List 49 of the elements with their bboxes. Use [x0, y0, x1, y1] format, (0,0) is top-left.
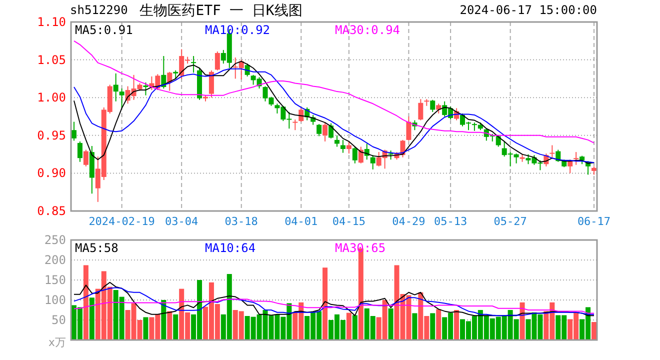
bar: [520, 302, 525, 340]
text: 2024-06-17 15:00:00: [460, 3, 597, 17]
chart-subtitle: sh512290: [70, 3, 128, 17]
bar: [412, 313, 418, 340]
y-tick-label: 200: [44, 253, 66, 267]
x-tick-label: 2024-02-19: [88, 215, 155, 228]
bar: [388, 308, 394, 340]
x-tick-label: 04-01: [284, 215, 318, 228]
y-tick-label: 1.00: [37, 90, 66, 105]
bar: [322, 268, 328, 340]
bar: [352, 315, 358, 340]
bar: [436, 309, 442, 340]
y-tick-label: 0.90: [37, 166, 66, 180]
y-tick-label: 1.10: [37, 15, 66, 29]
x-tick-label: 06-17: [577, 215, 611, 228]
text: MA30:65: [335, 241, 386, 255]
bar: [89, 298, 94, 340]
y-tick-label: 0.85: [37, 204, 66, 218]
text: MA5:0.91: [75, 23, 133, 37]
line-series: [73, 298, 595, 314]
x-tick-label: 05-27: [494, 215, 527, 228]
line-series: [73, 287, 595, 316]
bar: [167, 311, 172, 340]
chart-title: 生物医药ETF 一 日K线图: [140, 3, 302, 19]
y-tick-label: 250: [44, 233, 66, 247]
x-tick-label: 03-04: [165, 215, 199, 228]
bar: [83, 265, 88, 340]
text: MA30:0.94: [335, 23, 400, 37]
bar: [430, 313, 436, 340]
x-tick-label: 05-13: [434, 215, 468, 228]
x-tick-label: 03-18: [224, 215, 258, 228]
y-tick-label: 50: [52, 313, 66, 327]
bar: [173, 314, 178, 340]
bar: [454, 310, 460, 340]
bar: [592, 322, 597, 340]
y-tick-label: 100: [44, 293, 66, 307]
x-tick-label: 04-15: [332, 215, 366, 228]
y-tick-label: 150: [44, 273, 66, 287]
line-series: [73, 282, 595, 316]
bar: [161, 300, 166, 340]
x-tick-label: 04-29: [392, 215, 426, 228]
bar: [346, 312, 352, 340]
text: MA10:64: [205, 241, 256, 255]
y-tick-label: 0.95: [37, 128, 66, 142]
bar: [143, 317, 148, 340]
y-axis-title: x万: [48, 336, 66, 349]
y-tick-label: 1.05: [37, 52, 66, 67]
text: MA5:58: [75, 241, 118, 255]
text: MA10:0.92: [205, 23, 270, 37]
